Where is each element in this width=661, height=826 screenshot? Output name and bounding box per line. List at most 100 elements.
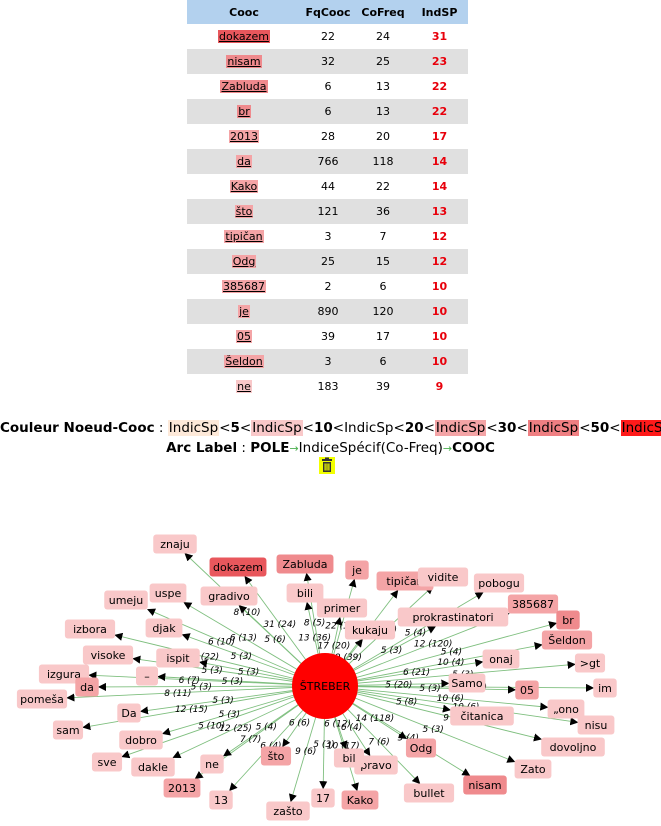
cooc-word-link[interactable]: nisam: [226, 55, 262, 68]
cooc-word-link[interactable]: tipičan: [224, 230, 264, 243]
graph-node[interactable]: da: [75, 677, 99, 697]
graph-node[interactable]: pobogu: [473, 573, 525, 593]
node-box: [64, 619, 116, 639]
graph-node[interactable]: 17: [311, 788, 335, 808]
cell-cofreq: 15: [355, 249, 411, 274]
graph-node[interactable]: ne: [200, 754, 224, 774]
cooc-word-link[interactable]: 05: [236, 330, 252, 343]
col-header-cofreq[interactable]: CoFreq: [355, 0, 411, 24]
graph-node[interactable]: dobro: [119, 730, 163, 750]
cooc-word-link[interactable]: što: [234, 205, 254, 218]
node-label: pomeša: [20, 693, 64, 706]
graph-node[interactable]: im: [593, 678, 617, 698]
cell-cooc: tipičan: [187, 224, 301, 249]
graph-node[interactable]: ispit: [156, 648, 200, 668]
graph-node[interactable]: Da: [117, 703, 141, 723]
graph-node[interactable]: vidite: [417, 567, 469, 587]
cooc-word-link[interactable]: Šeldon: [224, 355, 264, 368]
graph-node[interactable]: zašto: [266, 801, 310, 821]
graph-node[interactable]: sam: [52, 720, 84, 740]
graph-node[interactable]: kukaju: [344, 620, 396, 640]
graph-node[interactable]: br: [556, 610, 580, 630]
node-label: znaju: [160, 538, 190, 551]
cooc-word-link[interactable]: dokazem: [218, 30, 270, 43]
node-label: 13: [214, 794, 228, 807]
graph-node[interactable]: 2013: [163, 778, 201, 798]
graph-node[interactable]: Kako: [341, 790, 379, 810]
graph-node[interactable]: „ono: [547, 699, 585, 719]
graph-node[interactable]: bil: [333, 748, 365, 768]
cooc-word-link[interactable]: Zabluda: [220, 80, 268, 93]
graph-node[interactable]: nisam: [463, 775, 507, 795]
cell-cofreq: 17: [355, 324, 411, 349]
legend-token: <: [516, 420, 528, 436]
graph-node[interactable]: izbora: [64, 619, 116, 639]
cell-cooc: je: [187, 299, 301, 324]
cooc-word-link[interactable]: je: [238, 305, 250, 318]
cooc-word-link[interactable]: Odg: [231, 255, 257, 268]
graph-node[interactable]: Zato: [514, 759, 552, 779]
graph-edge: [324, 685, 579, 726]
edge-label: 6 (4): [260, 741, 281, 751]
graph-node[interactable]: 13: [209, 790, 233, 810]
col-header-fqcooc[interactable]: FqCooc: [301, 0, 355, 24]
table-row: Kako 44 22 14: [187, 174, 468, 199]
graph-node[interactable]: umeju: [104, 590, 148, 610]
node-box: [149, 583, 187, 603]
pole-node[interactable]: [292, 653, 358, 719]
graph-node[interactable]: visoke: [82, 645, 134, 665]
node-label: nisu: [585, 719, 608, 732]
graph-node[interactable]: je: [345, 560, 369, 580]
graph-node[interactable]: gradivo: [200, 586, 258, 606]
cell-indsp: 10: [411, 299, 468, 324]
cooc-word-link[interactable]: Kako: [229, 180, 259, 193]
graph-node[interactable]: što: [260, 746, 292, 766]
graph-node[interactable]: –: [136, 666, 158, 686]
cell-cooc: ne: [187, 374, 301, 399]
col-header-indsp[interactable]: IndSP: [411, 0, 468, 24]
legend-token: <: [302, 420, 314, 436]
node-box: [405, 738, 437, 758]
trash-icon[interactable]: [319, 457, 335, 474]
node-box: [82, 645, 134, 665]
col-header-cooc[interactable]: Cooc: [187, 0, 301, 24]
graph-node[interactable]: dokazem: [209, 557, 267, 577]
graph-node[interactable]: primer: [316, 598, 368, 618]
cooc-word-link[interactable]: 385687: [222, 280, 266, 293]
node-label: „ono: [553, 703, 579, 716]
graph-node[interactable]: Zabluda: [276, 554, 334, 574]
graph-node[interactable]: bili: [286, 583, 324, 603]
graph-node[interactable]: dakle: [131, 757, 175, 777]
graph-node[interactable]: Šeldon: [541, 630, 593, 650]
graph-node[interactable]: djak: [145, 618, 183, 638]
graph-node[interactable]: 385687: [507, 594, 559, 614]
graph-node[interactable]: prokrastinatori: [397, 607, 509, 627]
cell-indsp: 10: [411, 349, 468, 374]
graph-node[interactable]: pomeša: [16, 689, 68, 709]
graph-node[interactable]: znaju: [153, 534, 197, 554]
graph-node[interactable]: Samo: [448, 673, 486, 693]
graph-node[interactable]: dovoljno: [541, 737, 605, 757]
graph-node[interactable]: uspe: [149, 583, 187, 603]
graph-node[interactable]: sve: [91, 752, 123, 772]
cooc-word-link[interactable]: br: [237, 105, 251, 118]
edge-label: 5 (3): [422, 725, 443, 735]
graph-node[interactable]: Odg: [405, 738, 437, 758]
graph-node[interactable]: >gt: [574, 653, 606, 673]
graph-node[interactable]: pravo: [354, 755, 398, 775]
graph-edge: [114, 632, 326, 687]
graph-node[interactable]: bullet: [403, 783, 455, 803]
cell-indsp: 14: [411, 149, 468, 174]
node-box: [200, 754, 224, 774]
cooc-word-link[interactable]: da: [236, 155, 252, 168]
cooc-word-link[interactable]: 2013: [229, 130, 259, 143]
cooc-word-link[interactable]: ne: [236, 380, 252, 393]
edge-label: 7 (7): [240, 735, 261, 745]
graph-node[interactable]: čitanica: [450, 706, 514, 726]
graph-node[interactable]: nisu: [577, 715, 615, 735]
graph-node[interactable]: 05: [515, 680, 539, 700]
graph-node[interactable]: onaj: [482, 649, 520, 669]
node-box: [514, 759, 552, 779]
legend-token: <: [239, 420, 252, 436]
edge-label: 5 (4): [256, 723, 277, 733]
